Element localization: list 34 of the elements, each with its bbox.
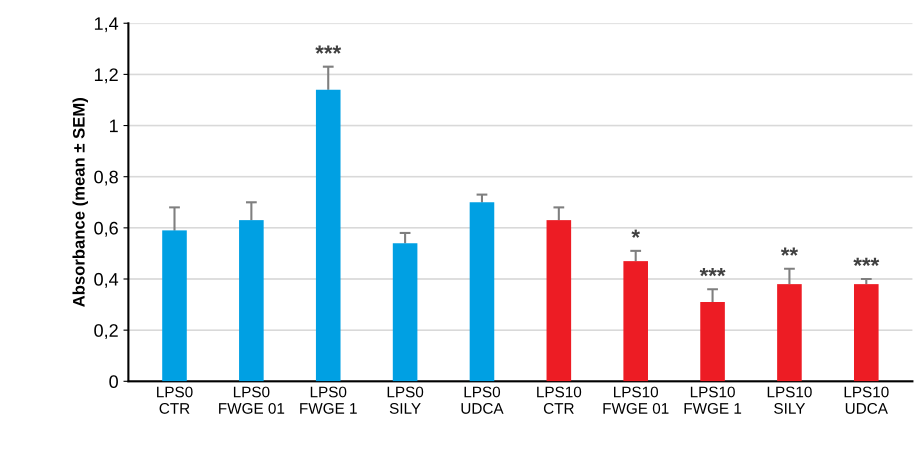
y-axis-title: Absorbance (mean ± SEM) [72,98,88,307]
y-tick-label: 0,2 [94,324,118,340]
y-tick-label: 1,4 [94,17,118,32]
bar [162,230,187,382]
bar [777,284,802,382]
x-tick-label: LPS10 FWGE 01 [603,386,668,414]
annotation: * [631,230,640,238]
y-tick-label: 1,2 [94,68,118,84]
y-tick-label: 0,8 [94,170,118,186]
annotation: *** [700,268,726,276]
bar [623,261,648,382]
x-tick-label: LPS0 UDCA [462,386,504,414]
x-tick-label: LPS10 CTR [537,386,582,414]
x-tick-label: LPS0 SILY [388,386,424,414]
x-tick-label: LPS10 UDCA [844,386,889,414]
bar [239,220,264,382]
y-tick-label: 1 [110,120,118,132]
y-tick-label: 0,6 [94,222,118,237]
bar [700,302,725,382]
x-tick-label: LPS10 FWGE 1 [684,386,742,414]
bar [392,243,418,382]
bar [470,202,494,382]
x-tick-label: LPS0 FWGE 01 [219,386,284,414]
y-tick-label: 0 [109,375,118,388]
x-tick-label: LPS0 CTR [157,386,193,414]
bar [854,284,879,382]
x-tick-label: LPS0 FWGE 1 [300,386,357,414]
annotation: ** [780,247,798,256]
annotation: *** [853,258,880,266]
bar [316,90,341,382]
bar [546,220,572,382]
y-tick-label: 0,4 [94,272,118,288]
x-tick-label: LPS10 SILY [768,386,812,414]
annotation: *** [315,45,342,54]
